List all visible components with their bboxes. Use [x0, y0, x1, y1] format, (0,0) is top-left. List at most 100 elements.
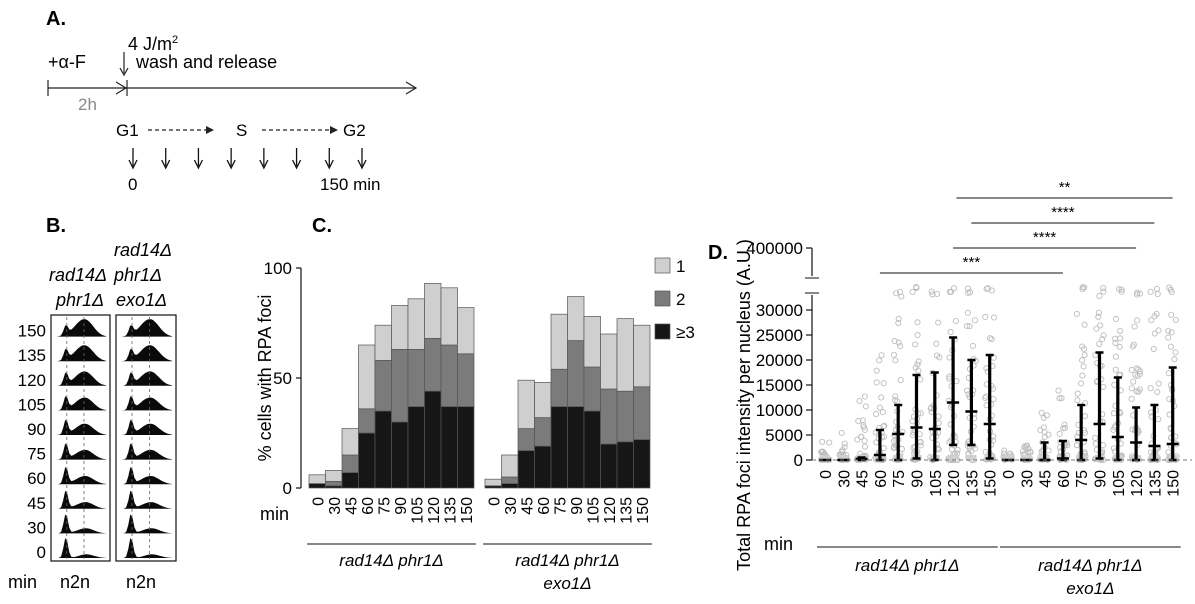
- panel-d-x-tick-label: 135: [964, 470, 981, 497]
- panel-d-data-point: [1154, 290, 1161, 297]
- panel-d-data-point: [1165, 334, 1172, 341]
- sampling-arrow-head: [357, 159, 367, 170]
- panel-d-data-point: [1061, 421, 1068, 428]
- facs-row-label: 105: [18, 395, 46, 414]
- panel-d-data-point: [914, 332, 921, 339]
- panel-d-data-point: [881, 433, 888, 440]
- panel-c-x-tick-label: 150: [459, 497, 476, 524]
- panel-d-data-point: [966, 323, 973, 330]
- facs-histogram: [57, 467, 106, 485]
- panel-c-x-tick-label: 90: [393, 497, 410, 515]
- panel-d-data-point: [912, 341, 919, 348]
- panel-c-bar-segment: [633, 324, 651, 388]
- facs-row-label: 0: [37, 543, 46, 562]
- panel-c-bar-segment: [567, 340, 585, 407]
- panel-c-bar-segment: [583, 410, 601, 489]
- panel-c-bar-segment: [517, 379, 535, 429]
- panel-d-data-point: [1092, 352, 1099, 359]
- sampling-arrow-head: [226, 159, 236, 170]
- panel-d-data-point: [1165, 370, 1172, 377]
- panel-c-group-label: exo1Δ: [543, 574, 591, 593]
- panel-d-x-tick-label: 30: [1019, 470, 1036, 488]
- panel-d: D. Total RPA foci intensity per nucleus …: [708, 179, 1192, 598]
- panel-d-data-point: [1056, 430, 1063, 437]
- panel-c-legend-swatch: [654, 257, 671, 274]
- phase-s-label: S: [236, 121, 247, 140]
- panel-c-bar-segment: [391, 305, 409, 350]
- panel-d-x-tick-label: 90: [1093, 470, 1110, 488]
- timeline-end-arrow: [405, 81, 418, 95]
- facs-histogram: [57, 371, 106, 386]
- panel-d-x-tick-label: 120: [1129, 470, 1146, 497]
- panel-d-data-point: [982, 394, 989, 402]
- panel-d-data-point: [841, 440, 848, 447]
- panel-c-bar-segment: [567, 406, 585, 489]
- panel-d-data-point: [928, 288, 935, 295]
- panel-d-x-tick-label: 45: [1038, 470, 1055, 488]
- panel-d-y-tick-label: 30000: [756, 301, 803, 320]
- panel-d-x-tick-label: 60: [1056, 470, 1073, 488]
- panel-d-data-point: [878, 394, 885, 401]
- panel-d-data-point: [838, 429, 845, 436]
- panel-d-points: [817, 283, 1180, 464]
- facs-histogram: [122, 514, 172, 534]
- panel-d-data-point: [1038, 409, 1045, 416]
- phase-g2-label: G2: [343, 121, 366, 140]
- panel-d-data-point: [878, 352, 885, 359]
- phase-g1-label: G1: [116, 121, 139, 140]
- uv-dose-label: 4 J/m2: [128, 34, 178, 54]
- panel-d-data-point: [1167, 343, 1175, 350]
- panel-c-y-tick-label: 100: [264, 259, 292, 278]
- panel-c-group-label: rad14Δ phr1Δ: [515, 551, 619, 570]
- panel-c-x-tick-label: 120: [426, 497, 443, 524]
- panel-c-bar-segment: [616, 390, 634, 443]
- panel-d-significance-label: ****: [1051, 204, 1075, 221]
- panel-c-x-tick-label: 30: [327, 497, 344, 515]
- panel-d-data-point: [862, 403, 869, 410]
- panel-c-bar-segment: [501, 476, 519, 484]
- panel-d-y-tick-label: 15000: [756, 376, 803, 395]
- release-label: wash and release: [135, 52, 277, 72]
- facs-xlabel-2: n2n: [126, 572, 156, 592]
- panel-d-data-point: [1055, 387, 1062, 394]
- panel-d-data-point: [890, 443, 897, 450]
- panel-d-data-point: [895, 319, 902, 327]
- panel-c-bar-segment: [440, 287, 458, 346]
- panel-c-bar-segment: [633, 386, 651, 440]
- facs-min-label: min: [8, 572, 37, 592]
- panel-d-data-point: [1082, 413, 1089, 420]
- panel-c-bar-segment: [534, 417, 552, 447]
- facs-row-label: 135: [18, 346, 46, 365]
- panel-c-bar-segment: [457, 406, 475, 489]
- panel-d-significance-label: ****: [1033, 229, 1057, 246]
- panel-d-data-point: [1079, 372, 1086, 379]
- panel-c-bar-segment: [457, 353, 475, 407]
- panel-d-x-tick-label: 75: [1074, 470, 1091, 488]
- strain2-line1: rad14Δ: [114, 240, 172, 260]
- panel-d-data-point: [1130, 341, 1137, 348]
- panel-d-data-point: [1168, 329, 1175, 336]
- panel-d-label: D.: [708, 242, 728, 264]
- panel-d-data-point: [873, 379, 880, 386]
- panel-d-data-point: [1112, 353, 1119, 360]
- duration-label: 2h: [78, 95, 97, 114]
- panel-c-bar-segment: [341, 472, 359, 489]
- panel-d-data-point: [982, 313, 989, 320]
- panel-d-ylabel: Total RPA foci intensity per nucleus (A.…: [734, 239, 754, 571]
- panel-d-x-tick-label: 0: [818, 470, 835, 479]
- panel-c-bar-segment: [424, 390, 442, 489]
- panel-c-bar-segment: [391, 349, 409, 423]
- panel-b: B. rad14Δ phr1Δ rad14Δ phr1Δ exo1Δ 150 13…: [8, 215, 177, 592]
- panel-d-data-point: [1136, 386, 1143, 393]
- panel-d-data-point: [1112, 335, 1119, 342]
- panel-c-x-tick-label: 30: [503, 497, 520, 515]
- panel-c-bar-segment: [501, 454, 519, 478]
- panel-d-data-point: [897, 377, 904, 384]
- panel-c-y-tick-label: 0: [283, 479, 292, 498]
- panel-d-data-point: [1128, 395, 1135, 402]
- panel-d-data-point: [966, 289, 974, 296]
- panel-d-data-point: [876, 404, 883, 411]
- panel-d-data-point: [971, 317, 978, 324]
- facs-histogram: [122, 419, 172, 435]
